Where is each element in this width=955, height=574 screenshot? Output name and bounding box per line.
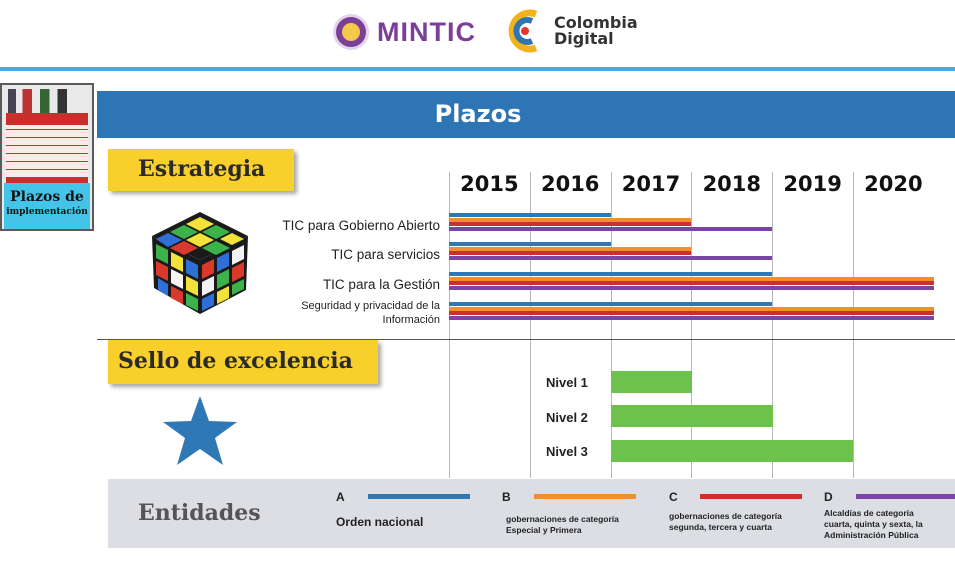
year-gridline — [530, 172, 531, 478]
strategy-bar-c — [449, 222, 691, 226]
colombia-digital-logo: Colombia Digital — [502, 8, 638, 54]
year-label: 2020 — [864, 172, 923, 196]
legend-swatch-d — [856, 494, 955, 499]
mintic-logo: MINTIC — [333, 12, 476, 52]
year-gridline — [449, 172, 450, 478]
strategy-label: TIC para Gobierno Abierto — [282, 218, 440, 233]
year-gridline — [611, 172, 612, 478]
year-label: 2016 — [540, 172, 600, 196]
legend — [108, 479, 955, 548]
thumbnail-label-line2: implementación — [6, 207, 88, 217]
strategy-bar-d — [449, 285, 934, 290]
colombia-digital-line1: Colombia — [554, 13, 638, 32]
legend-key-a: A — [336, 490, 345, 504]
strategy-bar-b — [449, 217, 691, 222]
legend-text-b: gobernaciones de categoría Especial y Pr… — [506, 514, 619, 536]
strategy-bar-d — [449, 255, 772, 260]
title-bar — [97, 91, 955, 138]
strategy-label: TIC para la Gestión — [322, 277, 440, 292]
legend-text-c-line2: segunda, tercera y cuarta — [669, 522, 772, 532]
year-gridline — [853, 172, 854, 478]
lego-figures-image — [8, 89, 88, 113]
thumbnail-label-line1: Plazos de — [10, 189, 84, 205]
legend-key-b: B — [502, 490, 511, 504]
legend-text-b-line1: gobernaciones de categoría — [506, 514, 619, 524]
legend-key-c: C — [669, 490, 678, 504]
legend-swatch-c — [700, 494, 802, 499]
strategy-bar-a — [449, 302, 772, 306]
colombia-digital-line2: Digital — [554, 29, 614, 48]
legend-swatch-b — [534, 494, 636, 499]
year-label: 2018 — [702, 172, 762, 196]
mintic-logo-text: MINTIC — [377, 16, 476, 47]
year-gridline — [691, 172, 692, 478]
legend-key-d: D — [824, 490, 833, 504]
strategy-label-line1: Seguridad y privacidad de la — [301, 300, 440, 312]
header-divider — [0, 67, 955, 71]
level-bar — [611, 440, 853, 462]
strategy-bar-c — [449, 251, 691, 255]
strategy-bar-a — [449, 272, 772, 276]
level-bar — [611, 405, 773, 427]
coat-of-arms-icon — [333, 14, 369, 50]
level-label: Nivel 1 — [546, 375, 588, 390]
year-label: 2015 — [460, 172, 519, 196]
strategy-bar-a — [449, 242, 611, 246]
legend-title: Entidades — [138, 500, 261, 526]
star-icon — [160, 396, 240, 466]
strategy-label: Seguridad y privacidad de la Información — [301, 299, 440, 327]
legend-text-a: Orden nacional — [336, 515, 424, 529]
section-label-seal: Sello de excelencia — [108, 340, 378, 384]
strategy-bar-b — [449, 306, 934, 311]
legend-text-c: gobernaciones de categoría segunda, terc… — [669, 511, 782, 533]
legend-text-d: Alcaldías de categoría cuarta, quinta y … — [824, 508, 923, 541]
level-bar — [611, 371, 692, 393]
strategy-bar-b — [449, 276, 934, 281]
strategy-label: TIC para servicios — [331, 247, 440, 262]
level-label: Nivel 2 — [546, 410, 588, 425]
strategy-bar-c — [449, 311, 934, 315]
legend-text-c-line1: gobernaciones de categoría — [669, 511, 782, 521]
legend-swatch-a — [368, 494, 470, 499]
strategy-bar-d — [449, 226, 772, 231]
page-title: Plazos — [434, 100, 522, 128]
legend-text-d-line1: Alcaldías de categoría — [824, 508, 914, 518]
level-label: Nivel 3 — [546, 444, 588, 459]
colombia-digital-mark-icon — [502, 8, 548, 54]
section-divider — [97, 339, 955, 340]
section-label-strategy: Estrategia — [108, 149, 294, 191]
strategy-bar-b — [449, 246, 691, 251]
year-label: 2017 — [621, 172, 681, 196]
slide-thumbnail[interactable]: Plazos de implementación — [0, 83, 94, 231]
year-label: 2019 — [783, 172, 842, 196]
strategy-bar-a — [449, 213, 611, 217]
legend-text-b-line2: Especial y Primera — [506, 525, 582, 535]
strategy-bar-c — [449, 281, 934, 285]
thumbnail-label: Plazos de implementación — [4, 183, 90, 229]
year-gridline — [772, 172, 773, 478]
strategy-bar-d — [449, 315, 934, 320]
rubiks-cube-icon — [148, 208, 252, 318]
calendar-grid — [6, 125, 88, 177]
legend-text-d-line3: Administración Pública — [824, 530, 919, 540]
legend-text-d-line2: cuarta, quinta y sexta, la — [824, 519, 923, 529]
strategy-label-line2: Información — [382, 314, 440, 326]
